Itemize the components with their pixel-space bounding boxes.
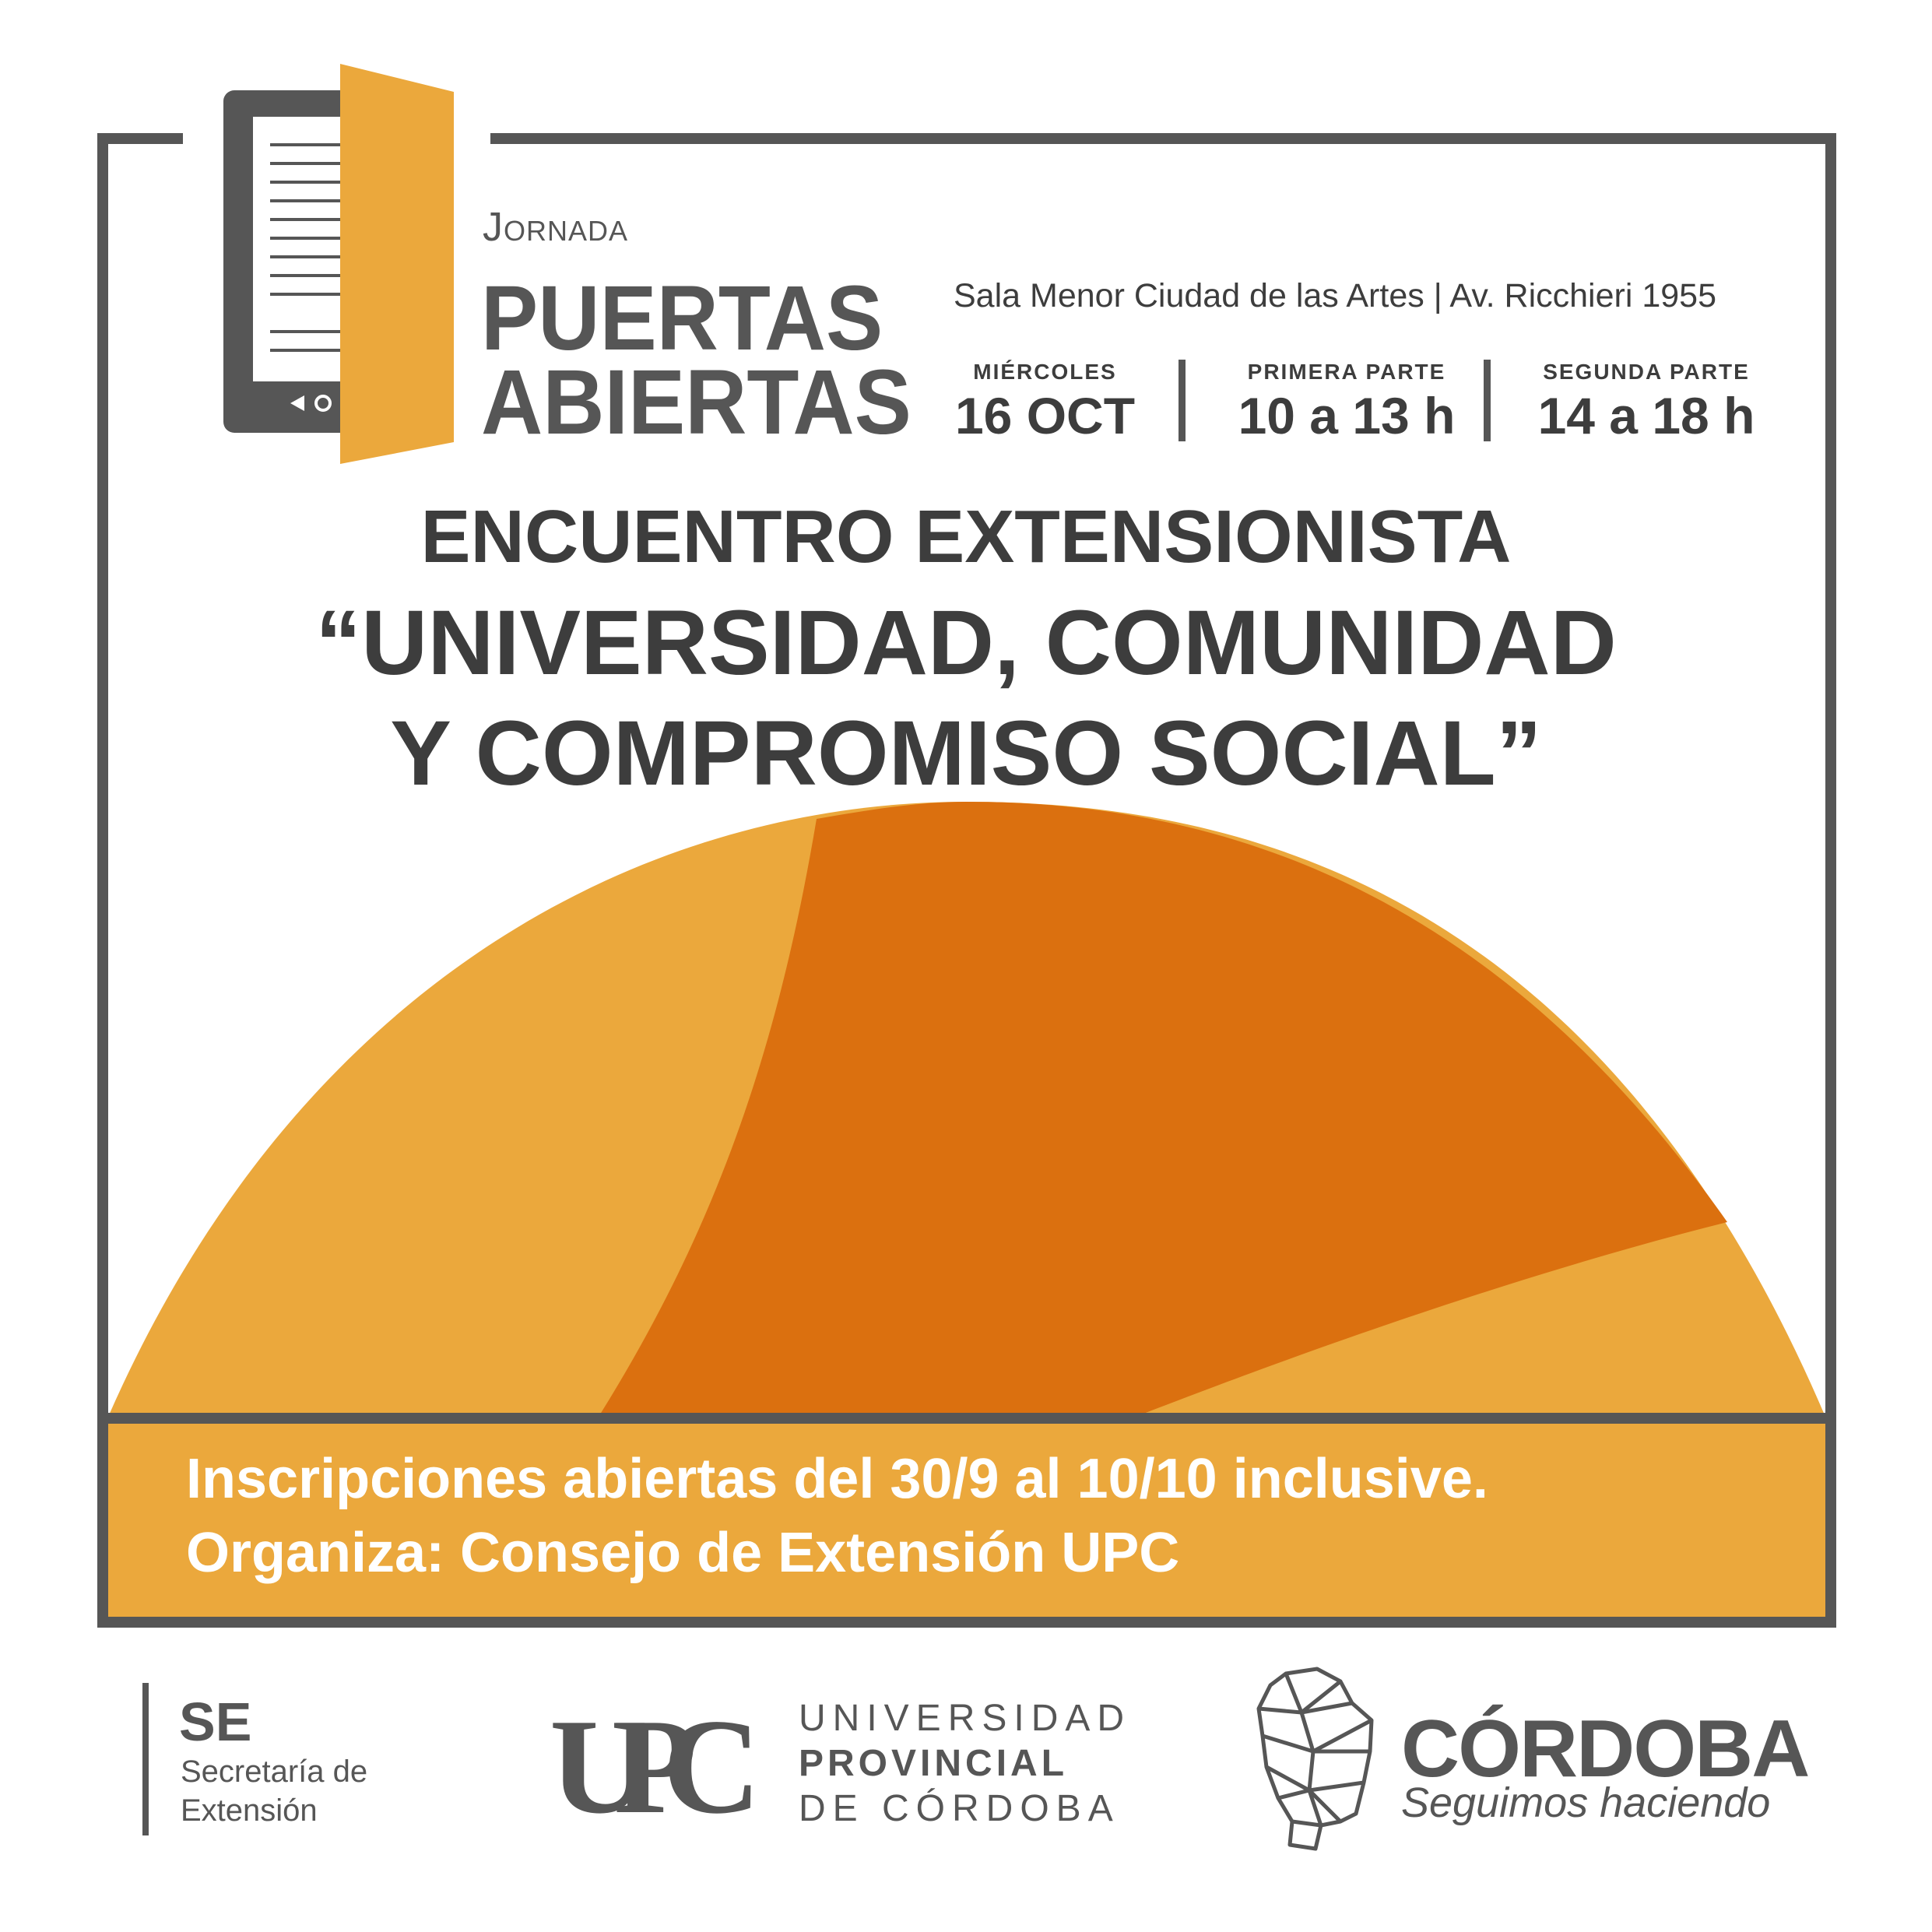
event-heading: ENCUENTRO EXTENSIONISTA: [420, 495, 1512, 578]
title-puertas: PUERTAS: [481, 267, 883, 370]
schedule-divider: [1484, 360, 1491, 441]
cordoba-logo-title: CÓRDOBA: [1401, 1704, 1810, 1794]
cordoba-map-icon: [1256, 1667, 1374, 1851]
jornada-label: Jornada: [483, 205, 629, 250]
upc-logo-mark: UPC: [550, 1695, 785, 1828]
schedule-second-time: 14 a 18 h: [1537, 387, 1755, 444]
schedule-divider: [1179, 360, 1186, 441]
registration-banner: Inscripciones abiertas del 30/9 al 10/10…: [108, 1424, 1825, 1617]
schedule-day-label: MIÉRCOLES: [973, 360, 1117, 384]
se-logo-line2: Extensión: [181, 1793, 318, 1828]
upc-name-line3: DE CÓRDOBA: [799, 1788, 1120, 1829]
event-title-line2: Y COMPROMISO SOCIAL”: [390, 702, 1542, 805]
dome-graphic: [108, 802, 1825, 1417]
schedule-first-time: 10 a 13 h: [1238, 387, 1456, 444]
schedule-date: 16 OCT: [954, 387, 1136, 444]
schedule-first-label: PRIMERA PARTE: [1247, 360, 1446, 384]
schedule-second-label: SEGUNDA PARTE: [1543, 360, 1750, 384]
registration-dates: Inscripciones abiertas del 30/9 al 10/10…: [186, 1448, 1488, 1510]
svg-text:UPC: UPC: [550, 1695, 751, 1828]
event-title-line1: “UNIVERSIDAD, COMUNIDAD: [315, 592, 1617, 694]
se-logo-line1: Secretaría de: [181, 1755, 368, 1789]
upc-name-line2: PROVINCIAL: [799, 1743, 1069, 1784]
book-door-icon: [223, 64, 454, 464]
cordoba-logo-slogan: Seguimos haciendo: [1401, 1779, 1771, 1826]
venue-address: Sala Menor Ciudad de las Artes | Av. Ric…: [954, 277, 1716, 314]
organizer: Organiza: Consejo de Extensión UPC: [186, 1522, 1180, 1584]
se-logo-bar: [142, 1683, 149, 1835]
poster-frame: [97, 133, 1836, 1628]
title-abiertas: ABIERTAS: [481, 351, 912, 454]
banner-divider: [108, 1413, 1825, 1424]
se-logo-abbr: SE: [179, 1691, 252, 1752]
upc-name-line1: UNIVERSIDAD: [799, 1698, 1132, 1739]
